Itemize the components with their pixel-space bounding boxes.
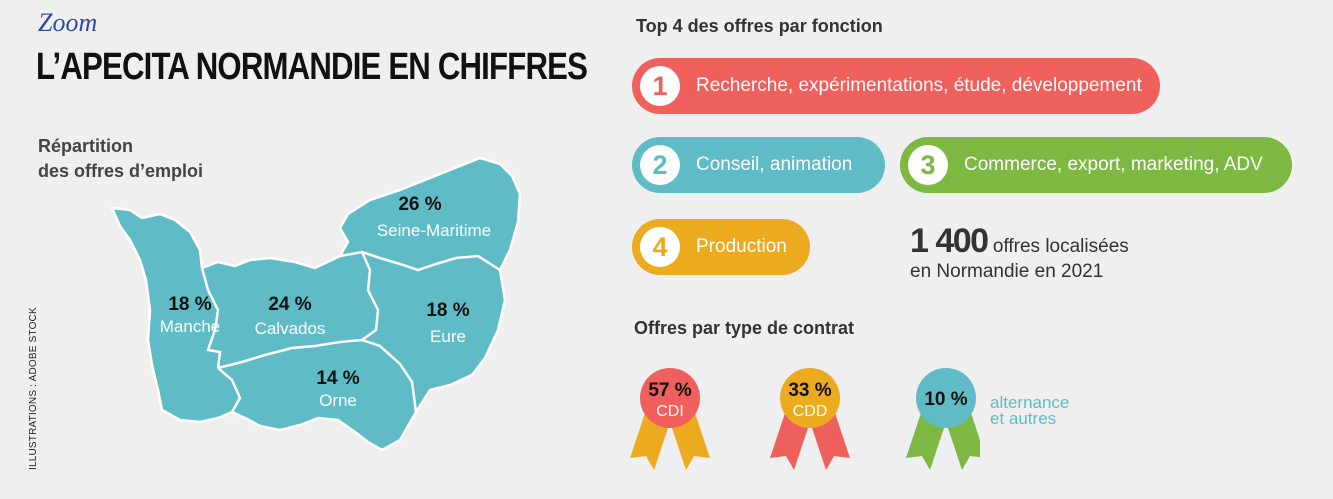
- function-label: Production: [696, 236, 787, 257]
- medal-cdi: 57 % CDI: [630, 368, 710, 470]
- label-manche: Manche: [160, 317, 220, 336]
- pct-orne: 14 %: [316, 368, 359, 389]
- label-eure: Eure: [430, 327, 466, 346]
- contract-title: Offres par type de contrat: [634, 318, 855, 338]
- function-pill-3: 3 Commerce, export, marketing, ADV: [900, 137, 1292, 193]
- medal-pct: 33 %: [788, 380, 831, 401]
- map-subtitle-line1: Répartition: [38, 136, 134, 156]
- medal-circle: [780, 368, 840, 428]
- function-pill-4: 4 Production: [632, 219, 810, 275]
- map-border-orne-north: [217, 338, 418, 413]
- map-subtitle-line2: des offres d’emploi: [38, 161, 204, 181]
- function-pill-1: 1 Recherche, expérimentations, étude, dé…: [632, 58, 1160, 114]
- map-border-manche-calvados: [200, 267, 222, 369]
- medal-pct: 57 %: [648, 380, 691, 401]
- function-pill-2: 2 Conseil, animation: [632, 137, 885, 193]
- label-orne: Orne: [319, 391, 357, 410]
- offers-text-line2: en Normandie en 2021: [910, 261, 1104, 282]
- function-label: Recherche, expérimentations, étude, déve…: [696, 75, 1142, 96]
- medal-circle: [640, 368, 700, 428]
- pct-calvados: 24 %: [268, 294, 311, 315]
- offers-count-block: 1 400 offres localisées en Normandie en …: [910, 222, 1129, 283]
- pct-manche: 18 %: [168, 294, 211, 315]
- map-border-manche-orne: [217, 367, 242, 413]
- zoom-label: Zoom: [38, 8, 98, 37]
- alternance-label-line2: et autres: [990, 409, 1057, 428]
- map-border-calvados-eure: [360, 251, 380, 342]
- pct-eure: 18 %: [426, 300, 469, 321]
- medal-pct: 10 %: [924, 389, 967, 410]
- contract-medals: 57 % CDI 33 % CDD 10 %: [630, 368, 980, 470]
- rank-number: 3: [908, 145, 948, 185]
- map-subtitle: Répartition des offres d’emploi: [38, 134, 203, 184]
- label-calvados: Calvados: [255, 319, 326, 338]
- label-seine-maritime: Seine-Maritime: [377, 221, 491, 240]
- medal-alternance: 10 %: [906, 368, 980, 470]
- offers-count: 1 400: [910, 222, 989, 260]
- map-border-seine-maritime: [339, 250, 501, 272]
- map-region-shape: [110, 156, 522, 452]
- normandy-map: 26 % Seine-Maritime 18 % Manche 24 % Cal…: [110, 156, 522, 452]
- medal-cdd: 33 % CDD: [770, 368, 850, 470]
- medal-label: CDD: [793, 403, 828, 420]
- rank-number: 2: [640, 145, 680, 185]
- medal-circle: [916, 368, 976, 428]
- page-title: L’APECITA NORMANDIE EN CHIFFRES: [36, 46, 588, 88]
- function-label: Commerce, export, marketing, ADV: [964, 154, 1263, 175]
- rank-number: 4: [640, 227, 680, 267]
- illustration-credit: ILLUSTRATIONS : ADOBE STOCK: [28, 307, 39, 470]
- function-label: Conseil, animation: [696, 154, 853, 175]
- top4-title: Top 4 des offres par fonction: [636, 16, 883, 36]
- pct-seine-maritime: 26 %: [398, 194, 441, 215]
- alternance-label-line1: alternance: [990, 393, 1070, 412]
- offers-text-line1: offres localisées: [987, 236, 1129, 257]
- alternance-label: alternance et autres: [990, 393, 1070, 428]
- rank-number: 1: [640, 66, 680, 106]
- medal-label: CDI: [656, 403, 684, 420]
